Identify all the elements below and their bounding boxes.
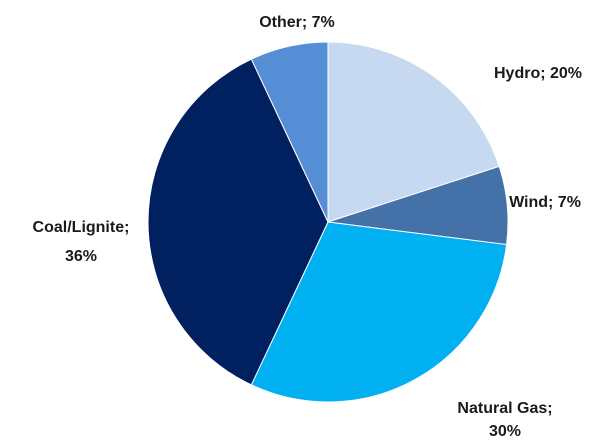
slice-label-coal-lignite: Coal/Lignite; 36% [33,219,130,265]
pie-slices [147,41,509,403]
pie-slice-hydro [327,41,500,223]
slice-label-natural-gas: Natural Gas; 30% [457,400,552,440]
slice-label-hydro: Hydro; 20% [494,65,582,82]
pie-slice-other [250,41,329,223]
pie-slice-coal-lignite [147,58,329,386]
pie-slice-natural-gas [250,221,508,403]
slice-label-wind: Wind; 7% [509,194,581,211]
slice-label-other: Other; 7% [259,14,335,31]
pie-labels: Hydro; 20% Wind; 7% Natural Gas; 30% Coal/Li… [33,14,582,440]
